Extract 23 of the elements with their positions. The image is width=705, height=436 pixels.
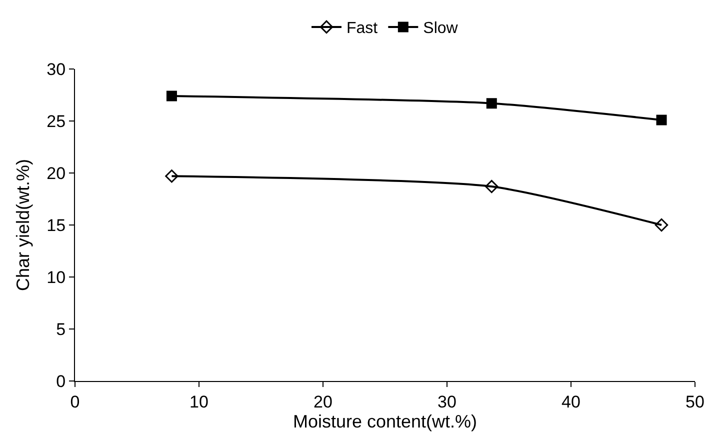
legend-label: Slow [423,20,458,38]
y-tick-label: 30 [46,60,66,79]
point [485,180,498,194]
point [165,170,178,183]
y-axis-title: Char yield(wt.%) [13,158,33,292]
x-tick-label: 50 [686,392,704,412]
point [166,90,177,102]
point [654,218,668,232]
x-tick-label: 0 [70,392,80,412]
x-tick-label: 40 [562,392,580,412]
legend-label: Fast [346,20,378,38]
y-tick-label: 5 [56,320,66,339]
y-tick-label: 15 [46,216,66,235]
y-tick-label: 0 [56,372,66,391]
x-tick-label: 20 [314,392,332,412]
y-tick-label: 20 [46,164,66,183]
x-axis-title: Moisture content(wt.%) [292,411,478,432]
x-tick-label: 10 [190,392,208,412]
y-tick-label: 25 [46,112,66,131]
y-tick-label: 10 [46,268,66,287]
point [656,114,667,126]
point [486,98,497,109]
x-tick-label: 30 [438,392,456,412]
